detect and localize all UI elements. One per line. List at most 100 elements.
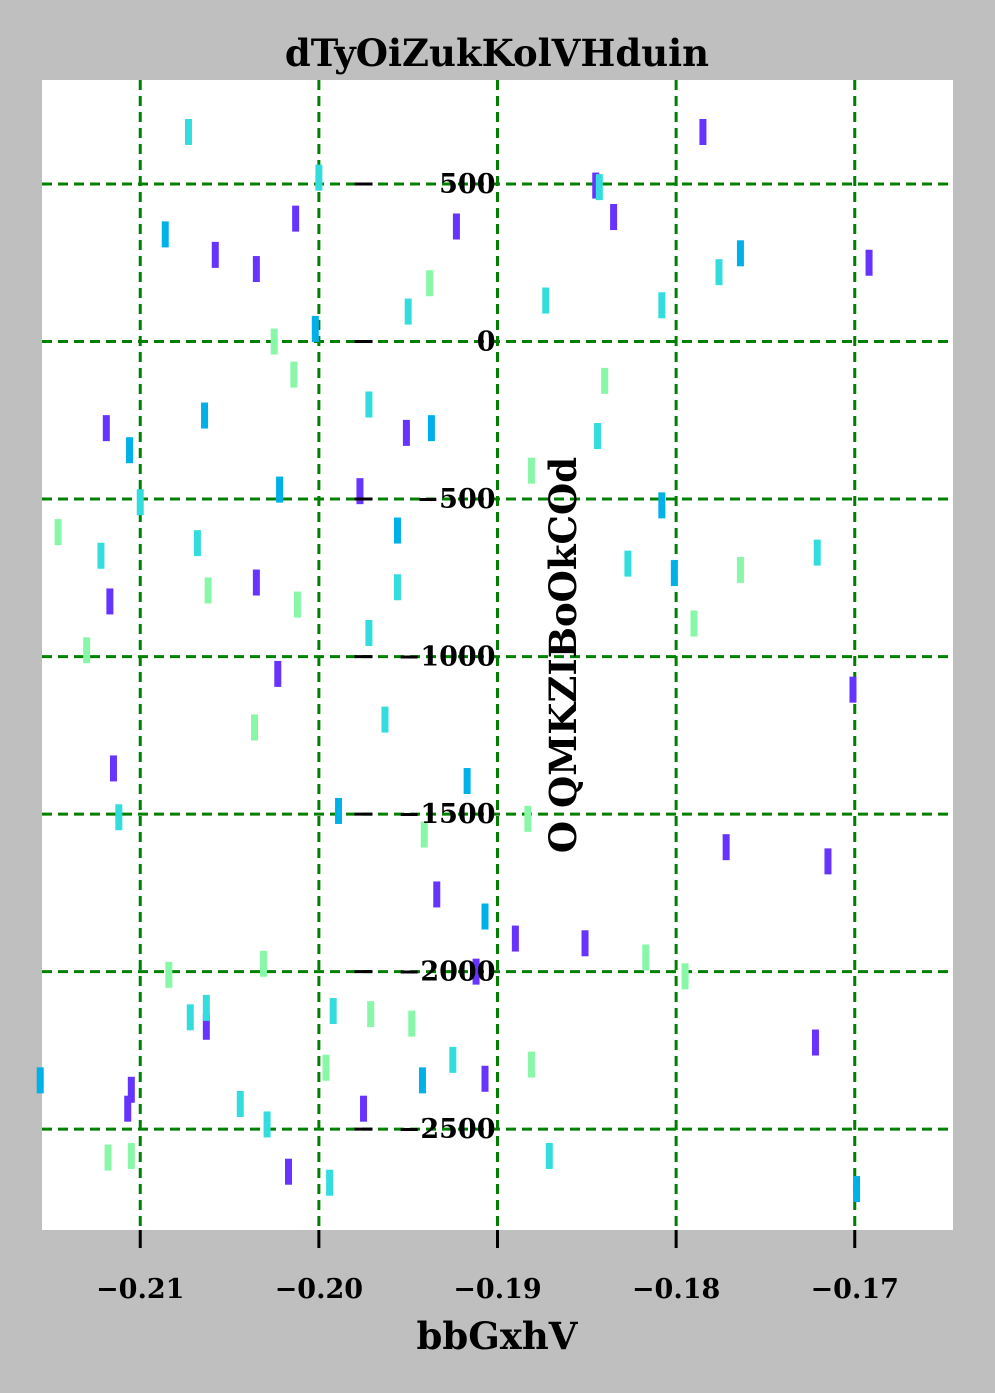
data-point-0-17 — [824, 848, 832, 875]
data-point-3-0 — [426, 270, 434, 297]
data-point-2-1 — [315, 164, 323, 191]
data-point-2-6 — [404, 298, 412, 325]
data-point-2-8 — [193, 530, 201, 557]
data-point-0-2 — [610, 204, 618, 231]
data-point-0-5 — [211, 241, 219, 268]
data-point-3-17 — [681, 963, 689, 990]
data-point-3-20 — [322, 1054, 330, 1081]
data-point-0-25 — [481, 1065, 489, 1092]
y-tick-label-6: −2500 — [398, 1114, 496, 1145]
data-point-0-18 — [433, 881, 441, 908]
x-axis-label: bbGxhV — [416, 1314, 578, 1358]
data-point-2-17 — [186, 1004, 194, 1031]
data-point-0-1 — [592, 172, 600, 199]
data-point-0-13 — [274, 660, 282, 687]
data-point-1-5 — [427, 415, 435, 442]
data-point-3-22 — [104, 1144, 112, 1171]
data-point-2-20 — [449, 1046, 457, 1073]
y-tick-label-0: 500 — [439, 169, 495, 200]
data-point-1-11 — [335, 797, 343, 824]
data-point-2-5 — [658, 292, 666, 319]
data-point-3-5 — [54, 519, 62, 546]
grid-lines — [42, 80, 953, 1230]
data-point-2-10 — [594, 423, 602, 450]
data-point-1-15 — [853, 1176, 861, 1203]
y-tick-label-4: −1500 — [398, 799, 496, 830]
data-point-0-21 — [472, 958, 480, 985]
y-tick-label-5: −2000 — [398, 957, 496, 988]
data-point-2-14 — [381, 706, 389, 733]
y-tick-label-3: −1000 — [398, 642, 496, 673]
data-point-0-7 — [865, 249, 873, 276]
data-point-0-16 — [722, 834, 730, 861]
x-axis-ticks: −0.21 −0.20 −0.19 −0.18 −0.17 — [96, 1230, 899, 1305]
data-point-0-19 — [511, 925, 519, 952]
data-point-1-8 — [393, 517, 401, 544]
data-point-0-23 — [811, 1029, 819, 1056]
data-point-1-1 — [161, 221, 169, 248]
data-point-0-24 — [127, 1076, 135, 1103]
data-point-2-4 — [542, 287, 550, 314]
x-tick-label-4: −0.17 — [811, 1274, 899, 1305]
data-point-3-21 — [527, 1051, 535, 1078]
data-point-1-6 — [201, 402, 209, 429]
data-point-0-11 — [106, 588, 114, 615]
data-point-2-24 — [545, 1142, 553, 1169]
data-point-3-8 — [736, 556, 744, 583]
data-point-3-15 — [259, 950, 267, 977]
data-point-3-12 — [420, 821, 428, 848]
data-point-3-11 — [251, 714, 259, 741]
data-point-0-9 — [402, 419, 410, 446]
x-tick-label-1: −0.20 — [275, 1274, 363, 1305]
data-point-2-16 — [365, 391, 373, 418]
data-point-0-8 — [102, 415, 110, 442]
data-point-3-14 — [165, 961, 173, 988]
data-point-3-19 — [408, 1010, 416, 1037]
data-point-2-9 — [97, 542, 105, 569]
data-point-3-3 — [601, 367, 609, 394]
data-point-0-22 — [202, 1013, 210, 1040]
y-axis-ticks: 500 0 −500 −1000 −1500 −2000 −2500 — [354, 169, 496, 1145]
data-point-0-28 — [285, 1158, 293, 1185]
data-point-1-13 — [36, 1067, 44, 1094]
data-point-2-22 — [263, 1111, 271, 1138]
data-point-2-25 — [813, 539, 821, 566]
data-point-2-7 — [136, 489, 144, 516]
x-tick-label-2: −0.19 — [453, 1274, 541, 1305]
data-point-0-27 — [360, 1095, 368, 1122]
data-point-3-10 — [83, 637, 91, 664]
data-point-2-18 — [202, 994, 210, 1021]
data-point-3-16 — [642, 944, 650, 971]
data-point-2-15 — [115, 804, 123, 831]
data-point-0-10 — [356, 478, 364, 505]
data-point-0-20 — [581, 930, 589, 957]
plot-area — [42, 80, 953, 1230]
data-point-0-4 — [452, 213, 460, 240]
data-point-1-9 — [670, 560, 678, 587]
data-point-3-4 — [527, 457, 535, 484]
data-marks — [36, 118, 873, 1203]
data-point-1-10 — [463, 768, 471, 795]
data-point-2-2 — [595, 174, 603, 201]
data-point-3-13 — [524, 805, 532, 832]
data-point-1-4 — [658, 492, 666, 519]
data-point-1-3 — [276, 476, 284, 503]
data-point-3-6 — [204, 577, 212, 604]
y-axis-label: O QMKZIBoOkCOd — [541, 457, 585, 853]
data-point-2-13 — [365, 619, 373, 646]
data-point-0-15 — [109, 755, 117, 782]
data-point-0-0 — [699, 118, 707, 145]
x-tick-label-0: −0.21 — [96, 1274, 184, 1305]
x-tick-label-3: −0.18 — [632, 1274, 720, 1305]
data-point-1-14 — [418, 1067, 426, 1094]
data-point-2-23 — [326, 1169, 334, 1196]
data-point-0-6 — [252, 256, 260, 283]
data-point-3-1 — [270, 328, 278, 355]
data-point-3-2 — [290, 361, 298, 388]
y-tick-label-1: 0 — [477, 327, 496, 358]
data-point-1-0 — [736, 240, 744, 267]
data-point-1-7 — [126, 437, 134, 464]
data-point-1-2 — [311, 315, 319, 342]
y-tick-label-2: −500 — [417, 484, 496, 515]
